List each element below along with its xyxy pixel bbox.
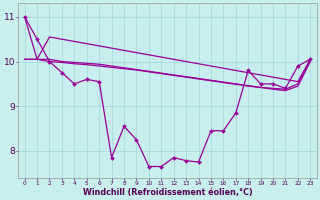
X-axis label: Windchill (Refroidissement éolien,°C): Windchill (Refroidissement éolien,°C) <box>83 188 252 197</box>
